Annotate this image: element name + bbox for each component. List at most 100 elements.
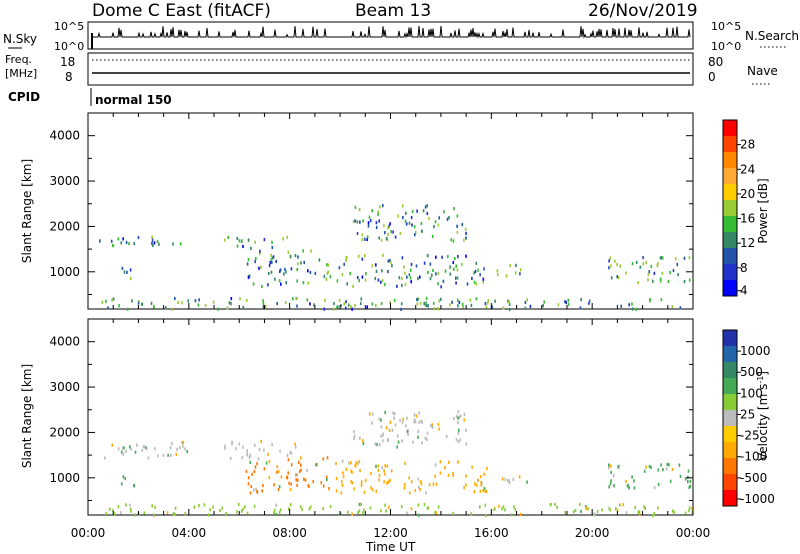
range-cell — [326, 263, 328, 267]
range-cell — [392, 230, 394, 234]
range-cell — [270, 270, 273, 274]
range-cell — [608, 266, 610, 270]
range-cell — [526, 480, 528, 484]
range-cell — [150, 301, 153, 305]
range-cell — [111, 243, 114, 248]
range-cell — [129, 276, 132, 281]
range-cell — [254, 240, 256, 244]
range-cell — [669, 479, 672, 483]
range-cell — [158, 242, 160, 246]
range-cell — [118, 304, 120, 308]
y-tick-label: 4000 — [49, 129, 80, 143]
range-cell — [380, 238, 383, 242]
range-cell — [238, 239, 241, 243]
range-cell — [519, 512, 522, 516]
y-tick-label: 1000 — [49, 471, 80, 485]
range-cell — [417, 277, 419, 281]
range-cell — [379, 443, 381, 447]
range-cell — [683, 280, 686, 284]
range-cell — [483, 267, 485, 271]
range-cell — [515, 263, 517, 267]
range-cell — [470, 303, 473, 307]
range-cell — [594, 513, 596, 517]
range-cell — [653, 512, 655, 516]
range-cell — [303, 260, 305, 265]
range-cell — [644, 506, 646, 510]
range-cell — [272, 255, 275, 259]
range-cell — [473, 490, 476, 494]
range-cell — [347, 510, 349, 514]
range-cell — [258, 447, 261, 451]
range-cell — [414, 488, 416, 493]
range-cell — [260, 265, 262, 269]
range-cell — [354, 304, 356, 308]
range-cell — [309, 302, 311, 306]
range-cell — [518, 475, 521, 479]
range-cell — [364, 278, 367, 282]
range-cell — [452, 511, 454, 515]
power-panel: 4000 3000 2000 1000 Slant Range [km] 28 24 20… — [20, 112, 770, 312]
range-cell — [339, 512, 342, 516]
range-cell — [335, 477, 338, 481]
range-cell — [647, 272, 650, 277]
range-cell — [303, 477, 305, 481]
range-cell — [507, 299, 509, 303]
range-cell — [498, 504, 500, 508]
range-cell — [660, 463, 662, 467]
range-cell — [384, 410, 386, 415]
range-cell — [406, 275, 408, 279]
range-cell — [141, 448, 144, 452]
range-cell — [425, 491, 427, 495]
range-cell — [351, 470, 353, 474]
range-cell — [435, 482, 438, 486]
range-cell — [385, 237, 388, 241]
range-cell — [422, 209, 425, 213]
range-cell — [463, 412, 466, 416]
power-colorbar-label: Power [dB] — [756, 178, 770, 243]
range-cell — [419, 301, 422, 306]
range-cell — [101, 300, 104, 304]
time-tick-label: 08:00 — [272, 526, 307, 540]
range-cell — [350, 304, 352, 309]
range-cell — [610, 276, 613, 280]
range-cell — [404, 271, 406, 275]
range-cell — [396, 445, 398, 449]
range-cell — [128, 242, 130, 246]
range-cell — [182, 444, 184, 448]
range-cell — [455, 281, 457, 285]
range-cell — [427, 270, 429, 274]
range-cell — [99, 239, 101, 243]
range-cell — [673, 510, 675, 514]
range-cell — [469, 298, 472, 302]
range-cell — [593, 512, 595, 516]
range-cell — [650, 465, 652, 469]
colorbar-segment — [723, 136, 737, 153]
range-cell — [410, 262, 413, 267]
range-cell — [687, 469, 690, 473]
range-cell — [309, 270, 312, 275]
colorbar-segment — [723, 280, 737, 297]
range-cell — [296, 279, 298, 283]
range-cell — [340, 304, 342, 308]
range-cell — [609, 464, 612, 468]
range-cell — [357, 462, 359, 466]
range-cell — [352, 220, 355, 224]
range-cell — [386, 464, 388, 468]
range-cell — [249, 460, 252, 464]
range-cell — [341, 459, 344, 463]
range-cell — [377, 464, 379, 468]
range-cell — [424, 302, 427, 306]
range-cell — [407, 432, 409, 437]
range-cell — [105, 511, 107, 515]
range-cell — [618, 466, 620, 470]
range-cell — [361, 233, 364, 237]
range-cell — [273, 511, 275, 515]
range-cell — [508, 308, 511, 312]
range-cell — [271, 260, 273, 264]
range-cell — [203, 503, 206, 507]
range-cell — [286, 235, 289, 239]
range-cell — [406, 429, 409, 434]
range-cell — [410, 268, 412, 272]
range-cell — [242, 305, 245, 309]
range-cell — [549, 503, 552, 507]
